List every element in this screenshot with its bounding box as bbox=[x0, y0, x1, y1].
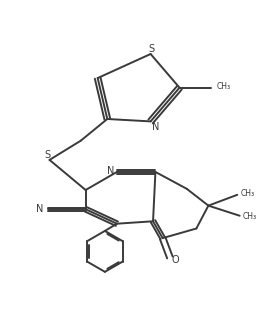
Text: CH₃: CH₃ bbox=[240, 189, 254, 198]
Text: CH₃: CH₃ bbox=[217, 82, 231, 91]
Text: S: S bbox=[149, 44, 155, 54]
Text: N: N bbox=[36, 204, 44, 214]
Text: N: N bbox=[152, 122, 159, 132]
Text: N: N bbox=[107, 166, 115, 176]
Text: O: O bbox=[171, 255, 179, 265]
Text: S: S bbox=[45, 150, 51, 160]
Text: CH₃: CH₃ bbox=[243, 212, 257, 221]
